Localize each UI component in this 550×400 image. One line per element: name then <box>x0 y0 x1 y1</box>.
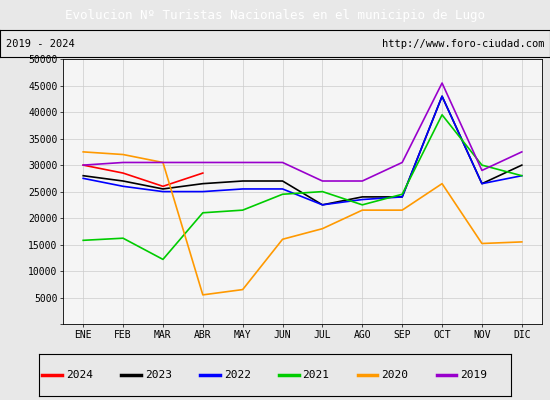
Text: 2021: 2021 <box>302 370 329 380</box>
Text: 2024: 2024 <box>66 370 93 380</box>
Text: 2022: 2022 <box>224 370 251 380</box>
Text: 2023: 2023 <box>145 370 172 380</box>
Text: Evolucion Nº Turistas Nacionales en el municipio de Lugo: Evolucion Nº Turistas Nacionales en el m… <box>65 8 485 22</box>
Text: 2019: 2019 <box>460 370 487 380</box>
Text: 2020: 2020 <box>381 370 409 380</box>
Text: 2019 - 2024: 2019 - 2024 <box>6 39 74 49</box>
Text: http://www.foro-ciudad.com: http://www.foro-ciudad.com <box>382 39 544 49</box>
